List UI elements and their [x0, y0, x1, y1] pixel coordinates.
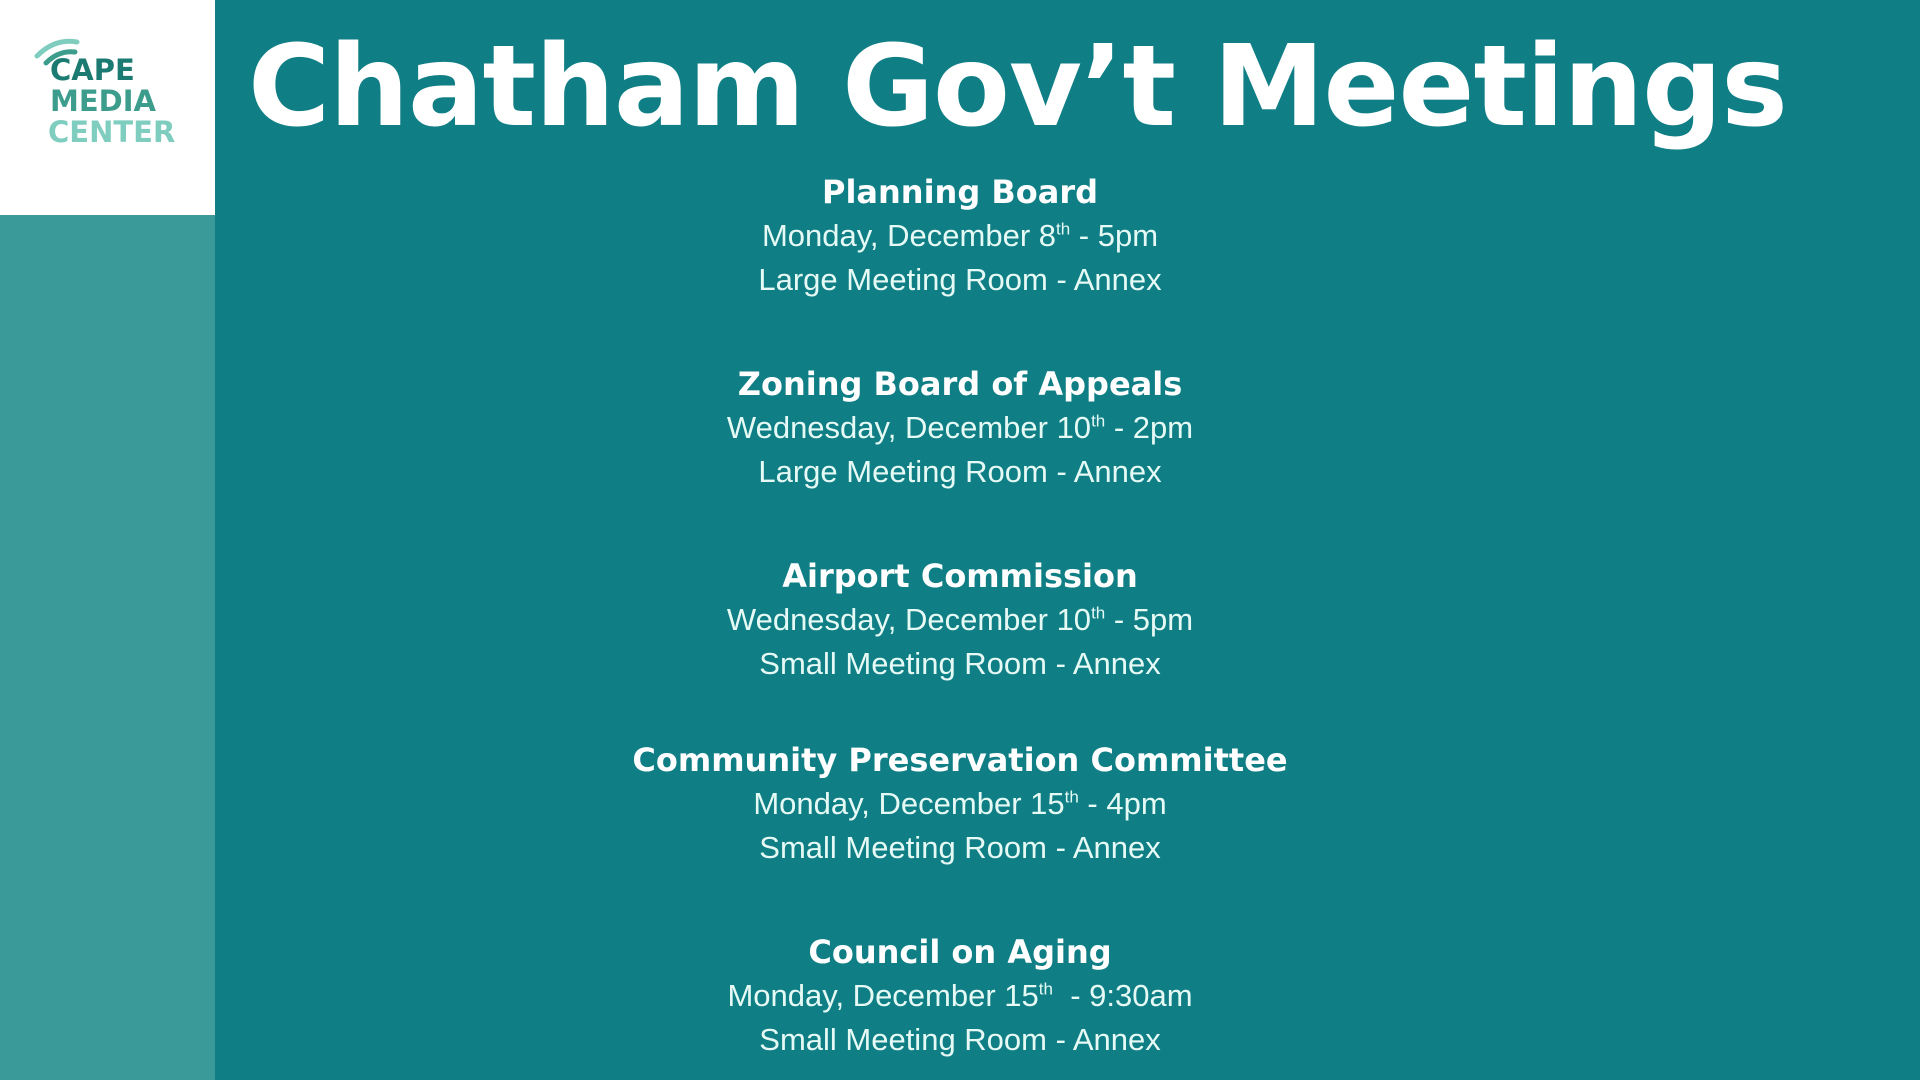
meeting-name: Planning Board [821, 173, 1099, 211]
date-suffix: th [1091, 411, 1106, 431]
meeting-datetime: Wednesday, December 10th - 2pm [215, 406, 1705, 450]
meeting-location: Small Meeting Room - Annex [759, 1022, 1161, 1057]
page-title: Chatham Gov’t Meetings [248, 22, 1788, 152]
meeting-name: Airport Commission [782, 557, 1138, 595]
meeting-date: Monday, December 15 [727, 978, 1039, 1013]
meeting-datetime: Wednesday, December 10th - 5pm [215, 598, 1705, 642]
date-suffix: th [1056, 219, 1071, 239]
meeting-date: Wednesday, December 10 [726, 602, 1092, 637]
logo-line-media: MEDIA [50, 84, 156, 118]
meeting-datetime: Monday, December 8th - 5pm [215, 214, 1705, 258]
meeting-item: Airport Commission Wednesday, December 1… [215, 554, 1705, 686]
meeting-location: Large Meeting Room - Annex [758, 262, 1162, 297]
date-suffix: th [1064, 787, 1079, 807]
meeting-date: Monday, December 15 [753, 786, 1065, 821]
meeting-time: - 9:30am [1052, 978, 1193, 1013]
meeting-date: Wednesday, December 10 [726, 410, 1092, 445]
logo-line-center: CENTER [48, 115, 176, 149]
meeting-location: Large Meeting Room - Annex [758, 454, 1162, 489]
cape-media-center-logo: CAPE MEDIA CENTER [0, 0, 215, 215]
meeting-name: Community Preservation Committee [632, 741, 1288, 779]
meeting-time: - 5pm [1105, 602, 1194, 637]
meeting-location: Small Meeting Room - Annex [759, 646, 1161, 681]
meeting-datetime: Monday, December 15th - 9:30am [215, 974, 1705, 1018]
date-suffix: th [1091, 603, 1106, 623]
meeting-item: Council on Aging Monday, December 15th -… [215, 930, 1705, 1062]
signal-waves-icon [34, 38, 80, 66]
logo-line-cape: CAPE [50, 53, 135, 87]
meeting-item: Planning Board Monday, December 8th - 5p… [215, 170, 1705, 302]
meeting-name: Council on Aging [808, 933, 1112, 971]
meeting-item: Zoning Board of Appeals Wednesday, Decem… [215, 362, 1705, 494]
meeting-time: - 5pm [1070, 218, 1159, 253]
meeting-name: Zoning Board of Appeals [737, 365, 1183, 403]
meeting-time: - 4pm [1078, 786, 1167, 821]
meeting-date: Monday, December 8 [761, 218, 1056, 253]
meeting-item: Community Preservation Committee Monday,… [215, 738, 1705, 870]
meeting-time: - 2pm [1105, 410, 1194, 445]
meeting-location: Small Meeting Room - Annex [759, 830, 1161, 865]
date-suffix: th [1038, 979, 1053, 999]
meeting-datetime: Monday, December 15th - 4pm [215, 782, 1705, 826]
